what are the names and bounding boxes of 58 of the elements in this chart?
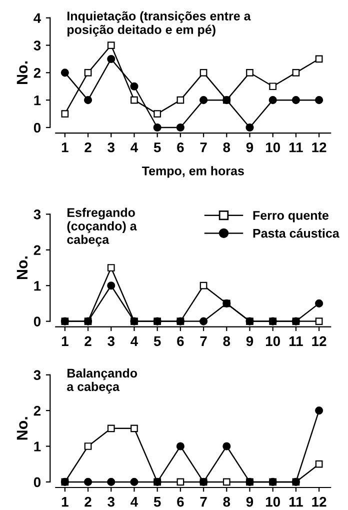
x-tick-label: 12 (312, 496, 326, 507)
y-tick-label: 3 (34, 40, 41, 50)
x-tick-label: 8 (223, 142, 230, 152)
x-tick-label: 4 (130, 336, 138, 346)
y-axis-title: No. (16, 256, 28, 280)
x-tick-label: 9 (246, 336, 254, 346)
x-tick-label: 7 (200, 142, 207, 152)
x-tick-label: 12 (312, 336, 326, 346)
x-tick-label: 11 (289, 142, 303, 152)
y-axis-title: No. (16, 417, 28, 440)
chart-title: Balançando a cabeça (67, 368, 138, 394)
x-tick-label: 6 (177, 336, 184, 346)
x-tick-label: 11 (289, 336, 303, 346)
text: Esfregando (coçando) a cabeça (67, 208, 137, 246)
x-tick-label: 6 (177, 496, 184, 507)
x-axis-title: Tempo, em horas (142, 166, 244, 178)
x-tick-label: 3 (108, 142, 114, 152)
y-tick-label: 4 (34, 13, 42, 23)
x-tick-label: 10 (266, 336, 280, 346)
y-tick-label: 3 (34, 210, 41, 220)
y-tick-label: 1 (34, 442, 41, 452)
x-tick-label: 1 (62, 497, 68, 507)
y-tick-label: 0 (34, 477, 41, 488)
x-tick-label: 10 (266, 496, 280, 507)
chart-title: Inquietação (transições entre a posição deitado e em pé) (68, 11, 251, 37)
x-tick-label: 8 (223, 496, 230, 507)
x-tick-label: 9 (246, 496, 254, 507)
x-tick-label: 2 (84, 142, 92, 152)
y-tick-label: 0 (34, 122, 41, 133)
x-tick-label: 10 (266, 142, 280, 152)
x-tick-label: 5 (154, 142, 161, 152)
x-tick-label: 2 (84, 336, 92, 346)
y-tick-label: 2 (34, 406, 41, 416)
x-tick-label: 5 (154, 497, 161, 507)
legend-label: Pasta cáustica (253, 228, 340, 238)
x-tick-label: 3 (108, 496, 114, 507)
x-tick-label: 7 (200, 336, 207, 346)
y-tick-label: 1 (34, 281, 41, 291)
y-tick-label: 0 (34, 316, 41, 326)
x-tick-label: 8 (223, 336, 230, 346)
y-tick-label: 3 (34, 370, 41, 380)
x-tick-label: 1 (62, 142, 68, 152)
y-tick-label: 2 (34, 245, 41, 255)
x-tick-label: 7 (200, 497, 207, 507)
x-tick-label: 11 (289, 497, 303, 507)
y-tick-label: 2 (34, 68, 41, 78)
x-tick-label: 3 (108, 336, 114, 346)
legend-label: Ferro quente (253, 211, 328, 222)
x-tick-label: 2 (84, 496, 92, 507)
x-tick-label: 4 (130, 497, 138, 507)
x-tick-label: 1 (62, 336, 68, 346)
y-tick-label: 1 (34, 96, 41, 106)
x-tick-label: 9 (246, 142, 254, 152)
y-axis-title: No. (16, 61, 28, 84)
x-tick-label: 5 (154, 336, 161, 346)
x-tick-label: 4 (130, 142, 138, 152)
x-tick-label: 12 (312, 142, 326, 152)
x-tick-label: 6 (177, 142, 184, 152)
